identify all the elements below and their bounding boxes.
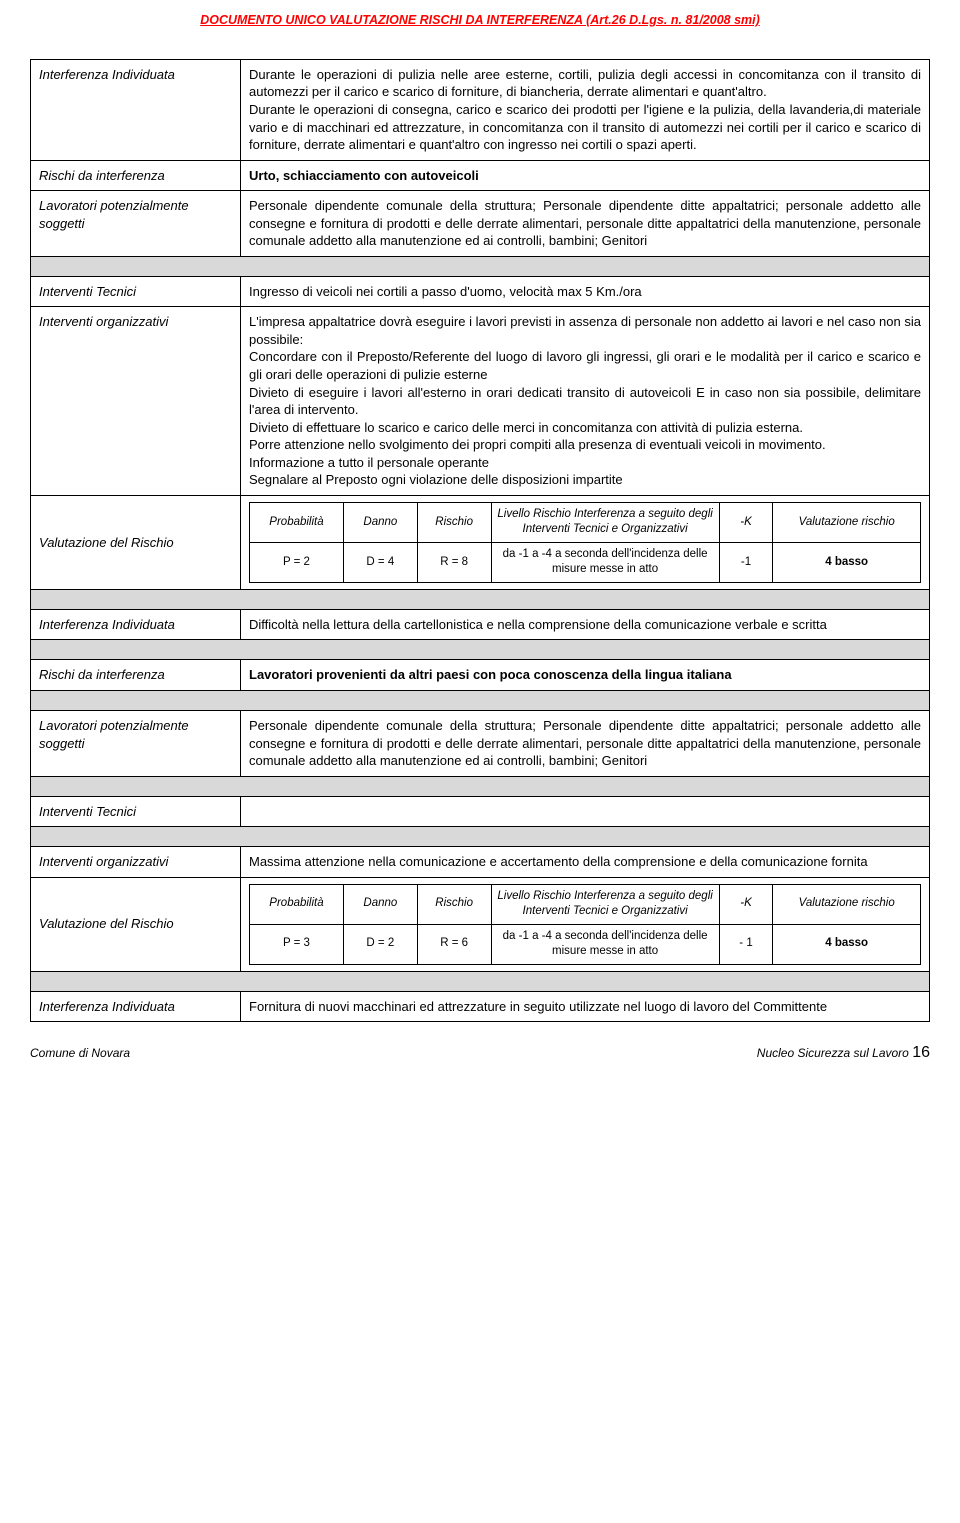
label-organizzativi-2: Interventi organizzativi [31, 847, 241, 878]
page-number: 16 [912, 1044, 930, 1061]
eval-r-rischio: R = 8 [417, 542, 491, 582]
eval-h-val: Valutazione rischio [773, 502, 921, 542]
eval-r-k: - 1 [719, 924, 773, 964]
eval-h-k: -K [719, 884, 773, 924]
eval-r-prob: P = 3 [250, 924, 344, 964]
eval-r-rischio: R = 6 [417, 924, 491, 964]
label-rischi-1: Rischi da interferenza [31, 160, 241, 191]
eval-h-prob: Probabilità [250, 502, 344, 542]
eval-r-k: -1 [719, 542, 773, 582]
content-rischi-2: Lavoratori provenienti da altri paesi co… [241, 660, 930, 691]
eval-host-1: Probabilità Danno Rischio Livello Rischi… [241, 495, 930, 589]
eval-table-1: Probabilità Danno Rischio Livello Rischi… [249, 502, 921, 583]
page-footer: Comune di Novara Nucleo Sicurezza sul La… [30, 1042, 930, 1064]
eval-h-val: Valutazione rischio [773, 884, 921, 924]
separator [31, 690, 930, 710]
eval-r-prob: P = 2 [250, 542, 344, 582]
eval-r-val: 4 basso [773, 924, 921, 964]
content-lavoratori-2: Personale dipendente comunale della stru… [241, 710, 930, 776]
separator [31, 971, 930, 991]
eval-h-livello: Livello Rischio Interferenza a seguito d… [491, 502, 719, 542]
content-organizzativi-1: L'impresa appaltatrice dovrà eseguire i … [241, 307, 930, 495]
label-interferenza-2: Interferenza Individuata [31, 609, 241, 640]
separator [31, 776, 930, 796]
content-tecnici-2 [241, 796, 930, 827]
label-interferenza-3: Interferenza Individuata [31, 991, 241, 1022]
content-interferenza-3: Fornitura di nuovi macchinari ed attrezz… [241, 991, 930, 1022]
label-tecnici-2: Interventi Tecnici [31, 796, 241, 827]
eval-host-2: Probabilità Danno Rischio Livello Rischi… [241, 877, 930, 971]
footer-right: Nucleo Sicurezza sul Lavoro 16 [757, 1042, 930, 1064]
label-lavoratori-1: Lavoratori potenzialmente soggetti [31, 191, 241, 257]
content-rischi-1: Urto, schiacciamento con autoveicoli [241, 160, 930, 191]
content-tecnici-1: Ingresso di veicoli nei cortili a passo … [241, 276, 930, 307]
content-interferenza-1: Durante le operazioni di pulizia nelle a… [241, 59, 930, 160]
label-lavoratori-2: Lavoratori potenzialmente soggetti [31, 710, 241, 776]
eval-h-livello: Livello Rischio Interferenza a seguito d… [491, 884, 719, 924]
content-organizzativi-2: Massima attenzione nella comunicazione e… [241, 847, 930, 878]
label-organizzativi-1: Interventi organizzativi [31, 307, 241, 495]
footer-right-text: Nucleo Sicurezza sul Lavoro [757, 1046, 909, 1060]
label-tecnici-1: Interventi Tecnici [31, 276, 241, 307]
eval-h-rischio: Rischio [417, 502, 491, 542]
eval-h-rischio: Rischio [417, 884, 491, 924]
separator [31, 827, 930, 847]
label-valutazione-2: Valutazione del Rischio [31, 877, 241, 971]
eval-r-danno: D = 2 [343, 924, 417, 964]
label-interferenza-1: Interferenza Individuata [31, 59, 241, 160]
eval-h-danno: Danno [343, 884, 417, 924]
content-interferenza-2: Difficoltà nella lettura della cartellon… [241, 609, 930, 640]
content-lavoratori-1: Personale dipendente comunale della stru… [241, 191, 930, 257]
separator [31, 256, 930, 276]
separator [31, 589, 930, 609]
eval-h-prob: Probabilità [250, 884, 344, 924]
footer-left: Comune di Novara [30, 1045, 130, 1061]
eval-r-danno: D = 4 [343, 542, 417, 582]
eval-r-livello: da -1 a -4 a seconda dell'incidenza dell… [491, 924, 719, 964]
label-rischi-2: Rischi da interferenza [31, 660, 241, 691]
main-table: Interferenza Individuata Durante le oper… [30, 59, 930, 1022]
label-valutazione-1: Valutazione del Rischio [31, 495, 241, 589]
separator [31, 640, 930, 660]
document-header: DOCUMENTO UNICO VALUTAZIONE RISCHI DA IN… [30, 12, 930, 29]
eval-r-val: 4 basso [773, 542, 921, 582]
eval-h-k: -K [719, 502, 773, 542]
eval-r-livello: da -1 a -4 a seconda dell'incidenza dell… [491, 542, 719, 582]
eval-h-danno: Danno [343, 502, 417, 542]
eval-table-2: Probabilità Danno Rischio Livello Rischi… [249, 884, 921, 965]
